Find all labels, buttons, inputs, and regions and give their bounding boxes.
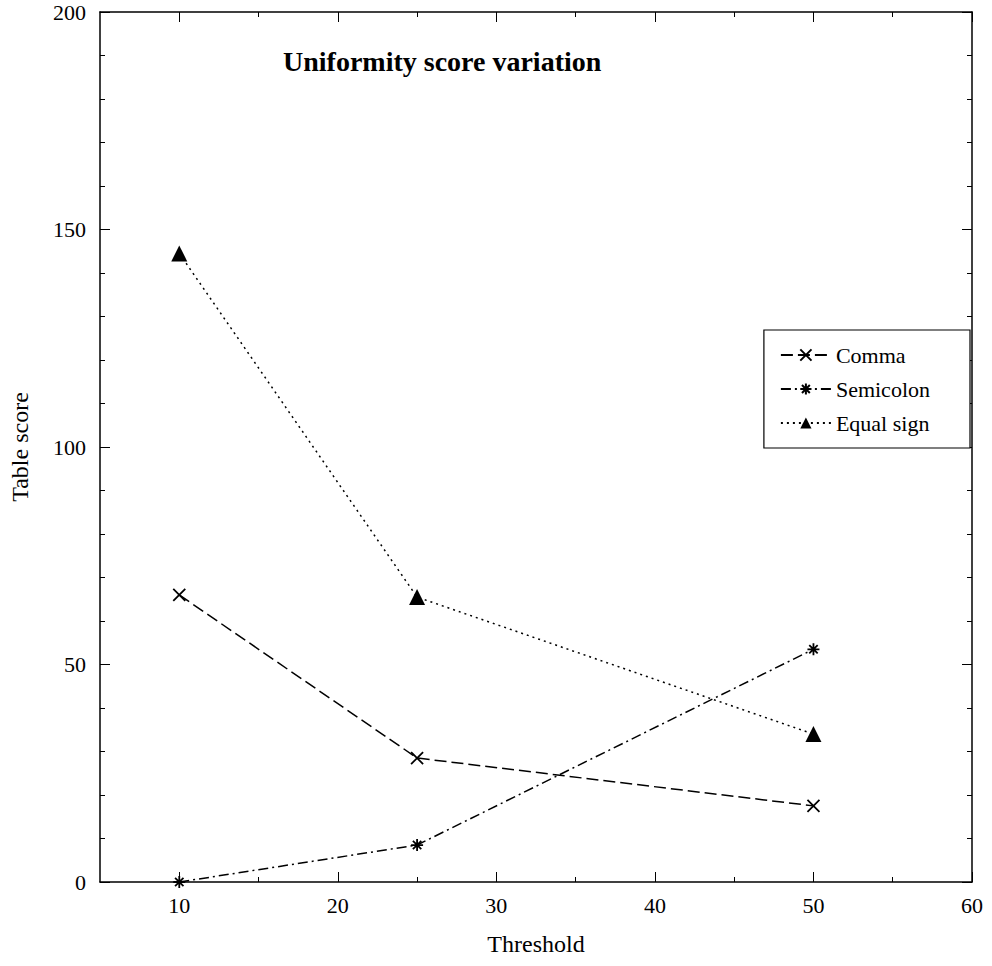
svg-text:20: 20 xyxy=(327,893,349,918)
svg-text:Equal sign: Equal sign xyxy=(836,411,930,436)
svg-text:50: 50 xyxy=(64,652,86,677)
svg-text:50: 50 xyxy=(802,893,824,918)
svg-text:10: 10 xyxy=(168,893,190,918)
svg-text:200: 200 xyxy=(53,0,86,25)
svg-text:60: 60 xyxy=(961,893,983,918)
svg-text:Threshold: Threshold xyxy=(487,931,584,957)
svg-text:Comma: Comma xyxy=(836,343,906,368)
svg-text:40: 40 xyxy=(644,893,666,918)
svg-text:100: 100 xyxy=(53,435,86,460)
svg-text:0: 0 xyxy=(75,870,86,895)
svg-text:30: 30 xyxy=(485,893,507,918)
svg-text:Semicolon: Semicolon xyxy=(836,377,930,402)
svg-text:150: 150 xyxy=(53,217,86,242)
svg-text:Uniformity score variation: Uniformity score variation xyxy=(283,46,602,77)
svg-text:Table score: Table score xyxy=(7,392,33,502)
